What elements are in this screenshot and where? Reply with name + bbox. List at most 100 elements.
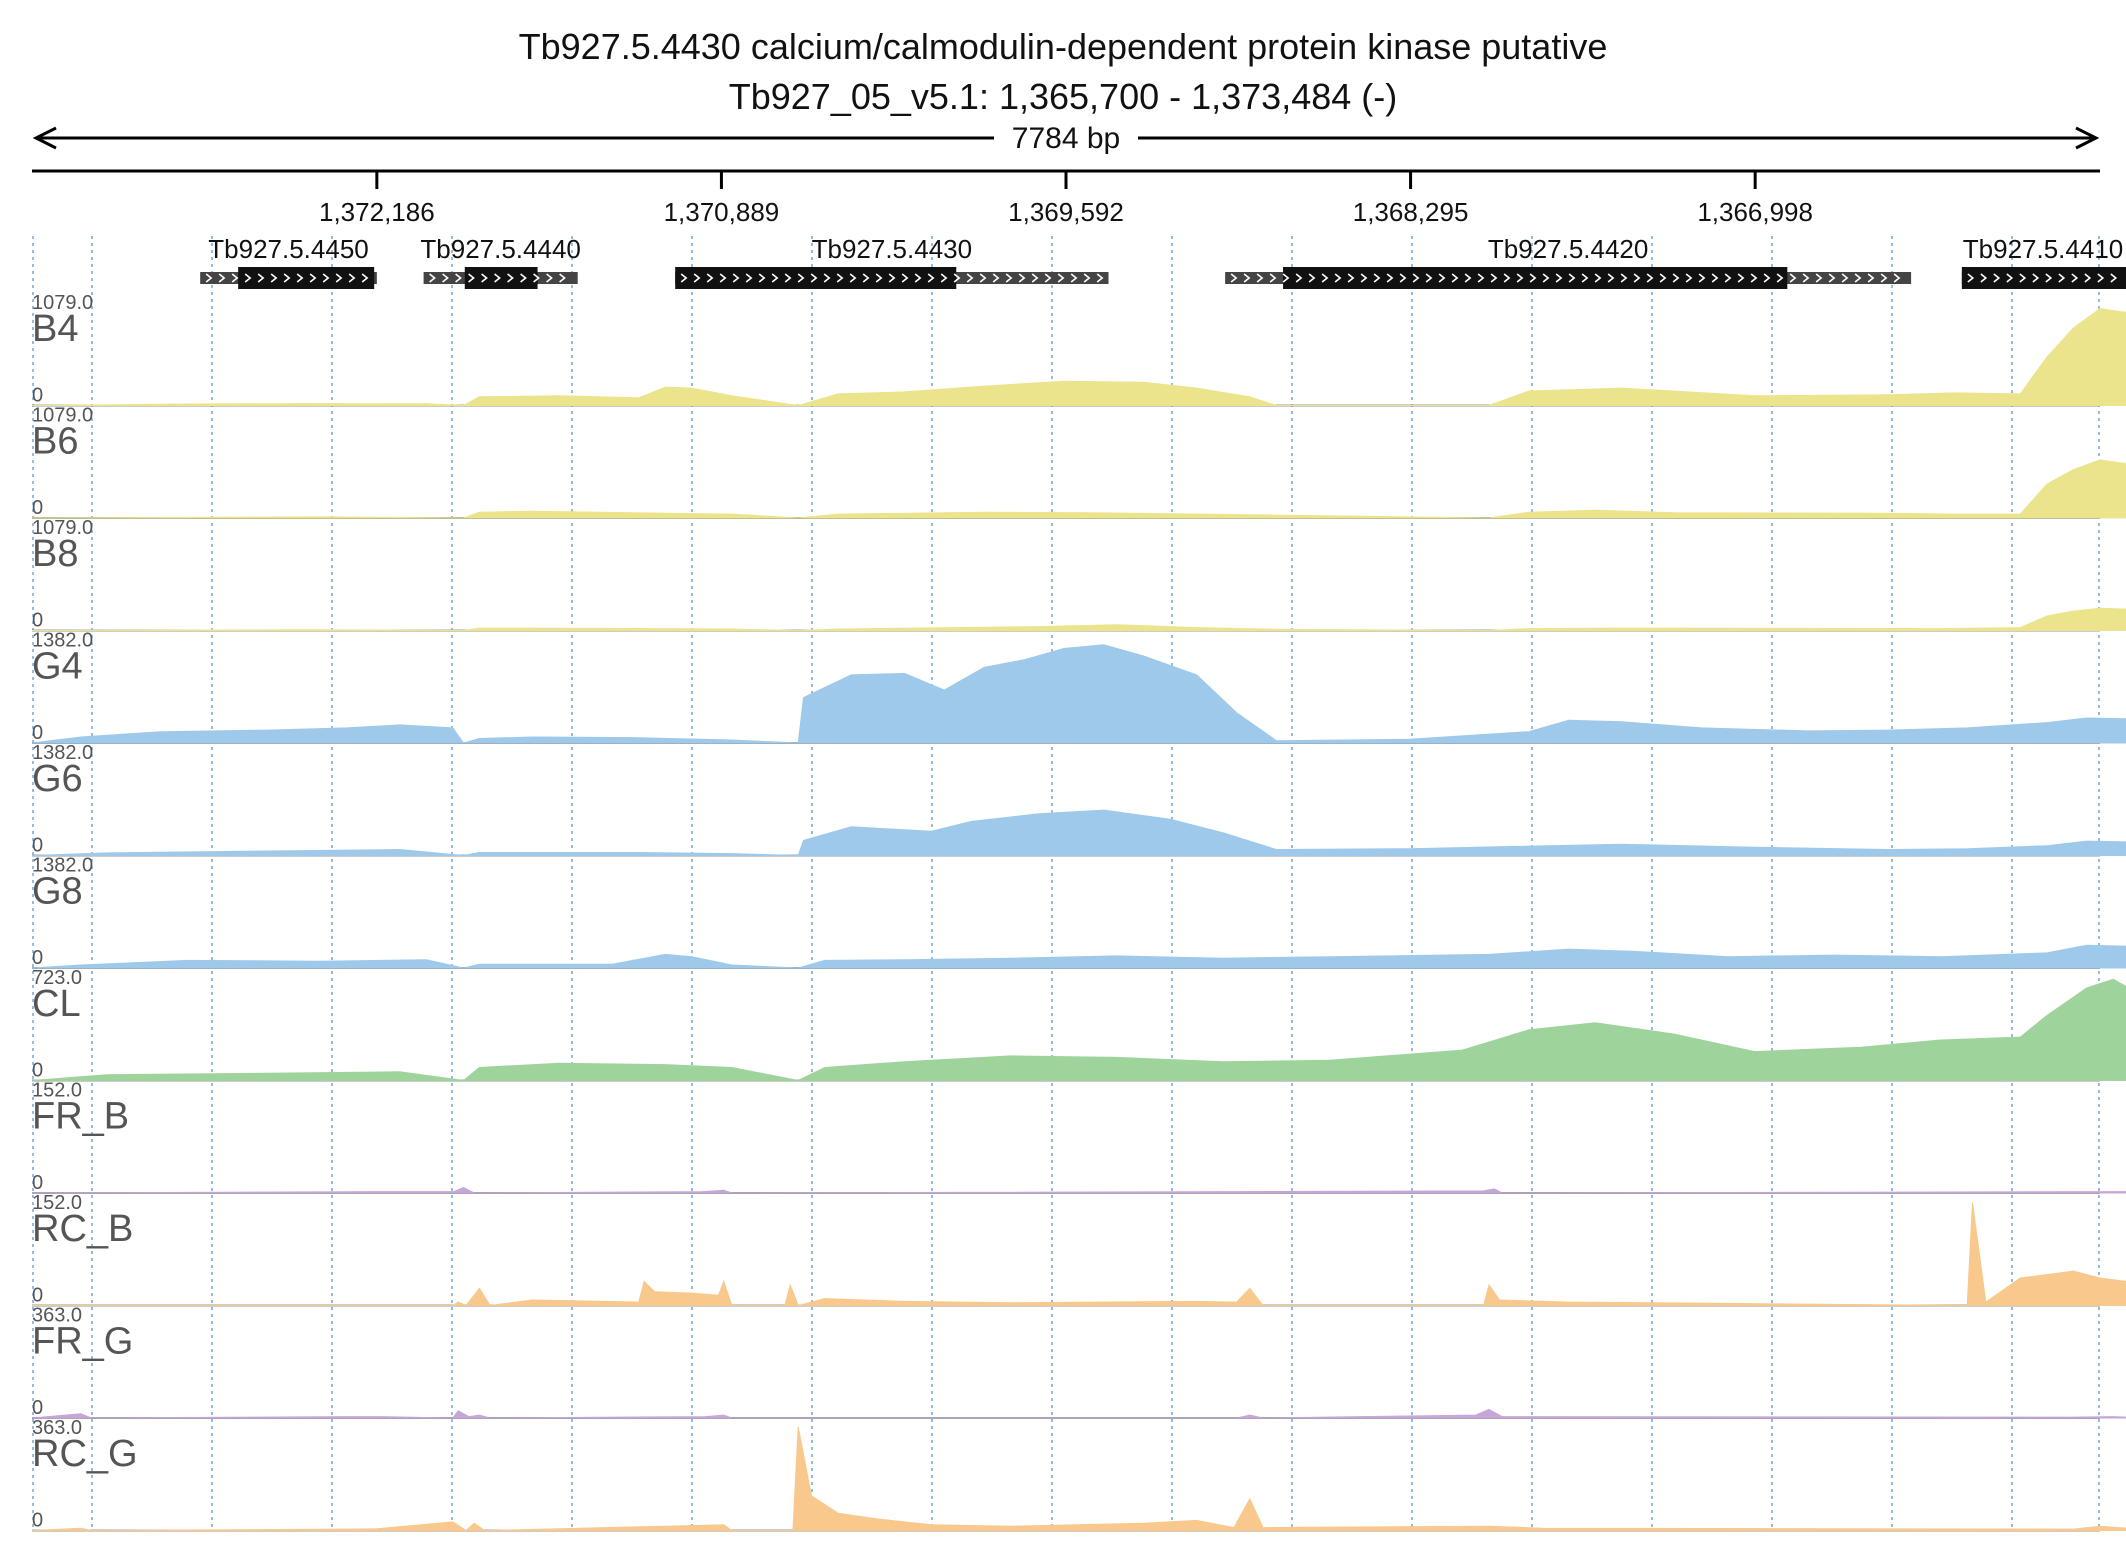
- track-max-label: 152.0: [32, 1080, 82, 1102]
- track-min-label: 0: [32, 385, 43, 407]
- coverage-area: [31, 978, 2126, 1082]
- strand-arrow-icon: [1464, 273, 1472, 283]
- strand-arrow-icon: [1018, 273, 1026, 283]
- strand-arrow-icon: [1724, 273, 1732, 283]
- strand-arrow-icon: [771, 273, 779, 283]
- strand-arrow-icon: [966, 273, 974, 283]
- gene-cds-bar: [1961, 267, 2126, 289]
- track-name-label: FR_G: [32, 1321, 133, 1363]
- track-b6: 1079.0B6 0: [31, 405, 2126, 519]
- gene-feature: Tb927.5.4430: [675, 234, 1109, 289]
- strand-arrow-icon: [1633, 273, 1641, 283]
- track-max-label: 363.0: [32, 1305, 82, 1327]
- strand-arrow-icon: [1347, 273, 1355, 283]
- strand-arrow-icon: [2045, 273, 2053, 283]
- strand-arrow-icon: [979, 273, 987, 283]
- track-min-label: 0: [32, 1510, 43, 1532]
- strand-arrow-icon: [1659, 273, 1667, 283]
- gene-cds-bar: [238, 267, 375, 289]
- track-max-label: 1079.0: [32, 517, 93, 539]
- strand-arrow-icon: [1841, 273, 1849, 283]
- track-name-label: RC_B: [32, 1208, 133, 1250]
- strand-arrow-icon: [1607, 273, 1615, 283]
- strand-arrow-icon: [361, 273, 369, 283]
- coverage-tracks: 1079.0B401079.0B601079.0B801382.0G401382…: [31, 292, 2126, 1532]
- grid-lines: [32, 236, 2100, 1527]
- ruler-tick-label: 1,370,889: [664, 197, 780, 227]
- strand-arrow-icon: [1477, 273, 1485, 283]
- strand-arrow-icon: [1529, 273, 1537, 283]
- strand-arrow-icon: [810, 273, 818, 283]
- strand-arrow-icon: [953, 273, 961, 283]
- strand-arrow-icon: [1815, 273, 1823, 283]
- strand-arrow-icon: [849, 273, 857, 283]
- strand-arrow-icon: [1763, 273, 1771, 283]
- strand-arrow-icon: [1672, 273, 1680, 283]
- strand-arrow-icon: [823, 273, 831, 283]
- strand-arrow-icon: [1867, 273, 1875, 283]
- strand-arrow-icon: [1282, 273, 1290, 283]
- strand-arrow-icon: [1581, 273, 1589, 283]
- strand-arrow-icon: [2110, 273, 2118, 283]
- track-min-label: 0: [32, 610, 43, 632]
- strand-arrow-icon: [901, 273, 909, 283]
- ruler-tick-label: 1,368,295: [1353, 197, 1469, 227]
- strand-arrow-icon: [1698, 273, 1706, 283]
- strand-arrow-icon: [468, 273, 475, 283]
- strand-arrow-icon: [2032, 273, 2040, 283]
- strand-arrow-icon: [2006, 273, 2014, 283]
- strand-arrow-icon: [1083, 273, 1091, 283]
- strand-arrow-icon: [546, 273, 553, 283]
- coordinate-ruler: 1,372,186 1,370,889 1,369,592 1,368,295 1,36…: [32, 169, 2100, 227]
- track-max-label: 1382.0: [32, 742, 93, 764]
- track-min-label: 0: [32, 1172, 43, 1194]
- track-min-label: 0: [32, 947, 43, 969]
- strand-arrow-icon: [257, 273, 265, 283]
- strand-arrow-icon: [1503, 273, 1511, 283]
- strand-arrow-icon: [1031, 273, 1039, 283]
- strand-arrow-icon: [1295, 273, 1303, 283]
- strand-arrow-icon: [1542, 273, 1550, 283]
- gene-label: Tb927.5.4410: [1963, 234, 2123, 264]
- strand-arrow-icon: [231, 273, 239, 283]
- track-min-label: 0: [32, 497, 43, 519]
- strand-arrow-icon: [914, 273, 922, 283]
- strand-arrow-icon: [1980, 273, 1988, 283]
- track-min-label: 0: [32, 835, 43, 857]
- strand-arrow-icon: [1230, 273, 1238, 283]
- strand-arrow-icon: [719, 273, 727, 283]
- gene-description-title: Tb927.5.4430 calcium/calmodulin-dependen…: [518, 26, 1608, 67]
- track-min-label: 0: [32, 722, 43, 744]
- strand-arrow-icon: [888, 273, 896, 283]
- gene-feature: Tb927.5.4450: [200, 234, 377, 289]
- strand-arrow-icon: [1005, 273, 1013, 283]
- gene-cds-bar: [464, 267, 538, 289]
- gene-label: Tb927.5.4450: [208, 234, 368, 264]
- track-min-label: 0: [32, 1285, 43, 1307]
- strand-arrow-icon: [1516, 273, 1524, 283]
- strand-arrow-icon: [927, 273, 935, 283]
- track-name-label: G6: [32, 758, 83, 800]
- strand-arrow-icon: [1321, 273, 1329, 283]
- strand-arrow-icon: [1854, 273, 1862, 283]
- ruler-tick-label: 1,372,186: [319, 197, 435, 227]
- span-label-background: [994, 118, 1138, 154]
- gene-label: Tb927.5.4420: [1488, 234, 1648, 264]
- track-g8: 1382.0G8 0: [31, 855, 2126, 969]
- track-max-label: 1382.0: [32, 855, 93, 877]
- track-max-label: 152.0: [32, 1192, 82, 1214]
- gene-feature: Tb927.5.4420: [1225, 234, 1912, 289]
- strand-arrow-icon: [1373, 273, 1381, 283]
- gene-feature: Tb927.5.4440: [420, 234, 581, 289]
- ruler-tick-label: 1,366,998: [1697, 197, 1813, 227]
- strand-arrow-icon: [1070, 273, 1078, 283]
- track-max-label: 1079.0: [32, 292, 93, 314]
- strand-arrow-icon: [559, 273, 566, 283]
- strand-arrow-icon: [1334, 273, 1342, 283]
- strand-arrow-icon: [520, 273, 527, 283]
- strand-arrow-icon: [784, 273, 792, 283]
- strand-arrow-icon: [2097, 273, 2105, 283]
- strand-arrow-icon: [875, 273, 883, 283]
- strand-arrow-icon: [455, 273, 462, 283]
